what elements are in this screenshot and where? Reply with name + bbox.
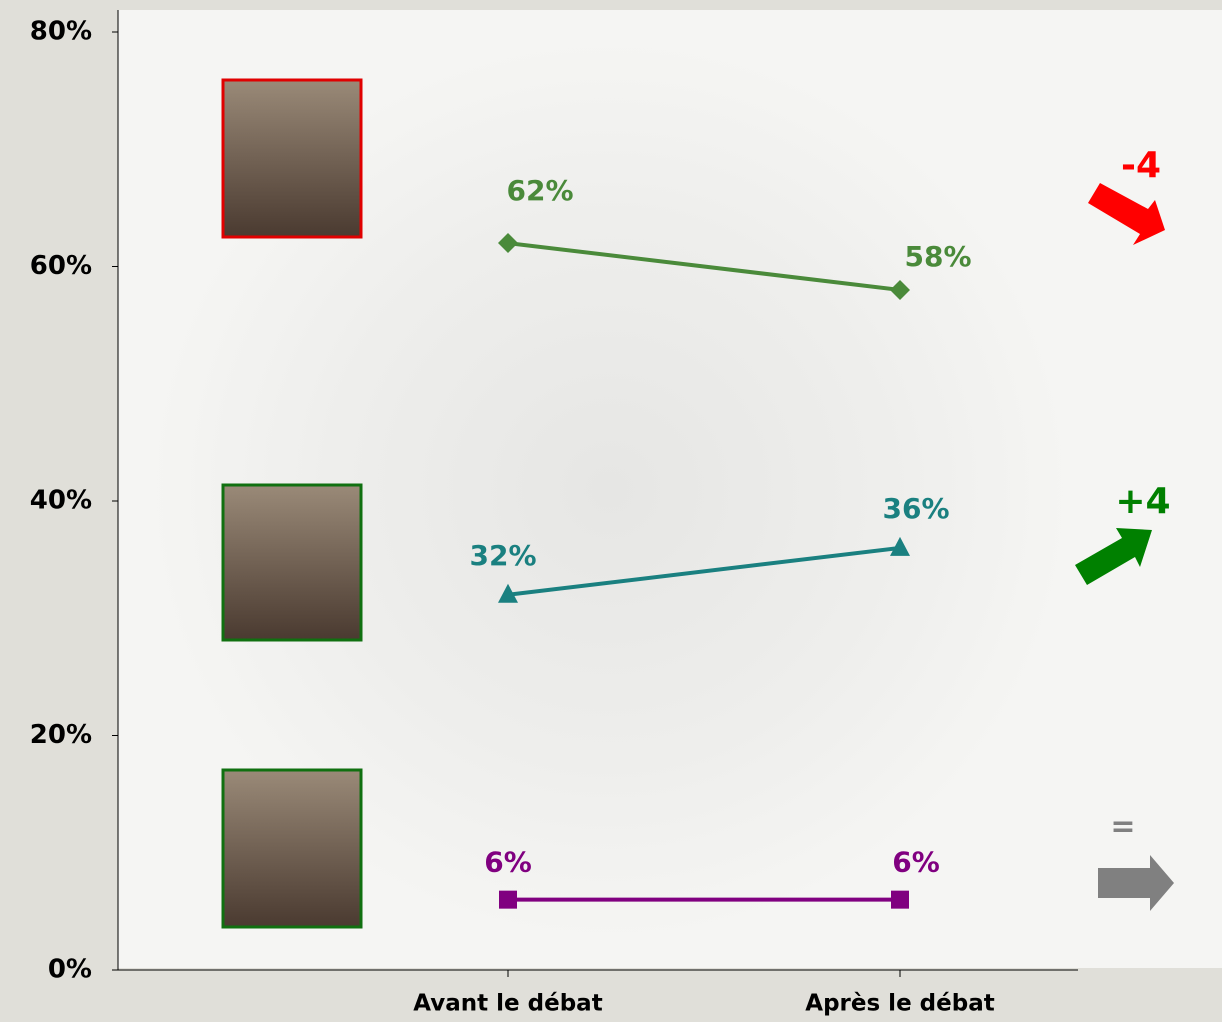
annotation: = (1110, 810, 1135, 845)
y-tick-label: 20% (30, 720, 92, 750)
x-tick-label: Après le débat (805, 991, 994, 1017)
y-tick-label: 60% (30, 251, 92, 281)
annotation: -4 (1121, 145, 1161, 186)
data-label: 6% (484, 846, 532, 879)
data-label: 36% (882, 492, 949, 525)
data-label: 62% (506, 174, 573, 207)
y-tick-label: 0% (48, 955, 92, 985)
marker (891, 891, 909, 909)
data-label: 32% (469, 539, 536, 572)
photo (223, 80, 361, 237)
annotation: +4 (1115, 481, 1170, 522)
y-tick-label: 40% (30, 486, 92, 516)
page: 0% 20% 40% 60% 80% Avant le débat Après le déb… (0, 0, 1222, 1022)
x-tick-label: Avant le débat (413, 991, 602, 1017)
photo (223, 485, 361, 640)
data-label: 58% (904, 240, 971, 273)
data-label: 6% (892, 846, 940, 879)
y-tick-label: 80% (30, 17, 92, 47)
photo (223, 770, 361, 927)
chart: 0% 20% 40% 60% 80% Avant le débat Après le déb… (0, 0, 1222, 1022)
marker (499, 891, 517, 909)
